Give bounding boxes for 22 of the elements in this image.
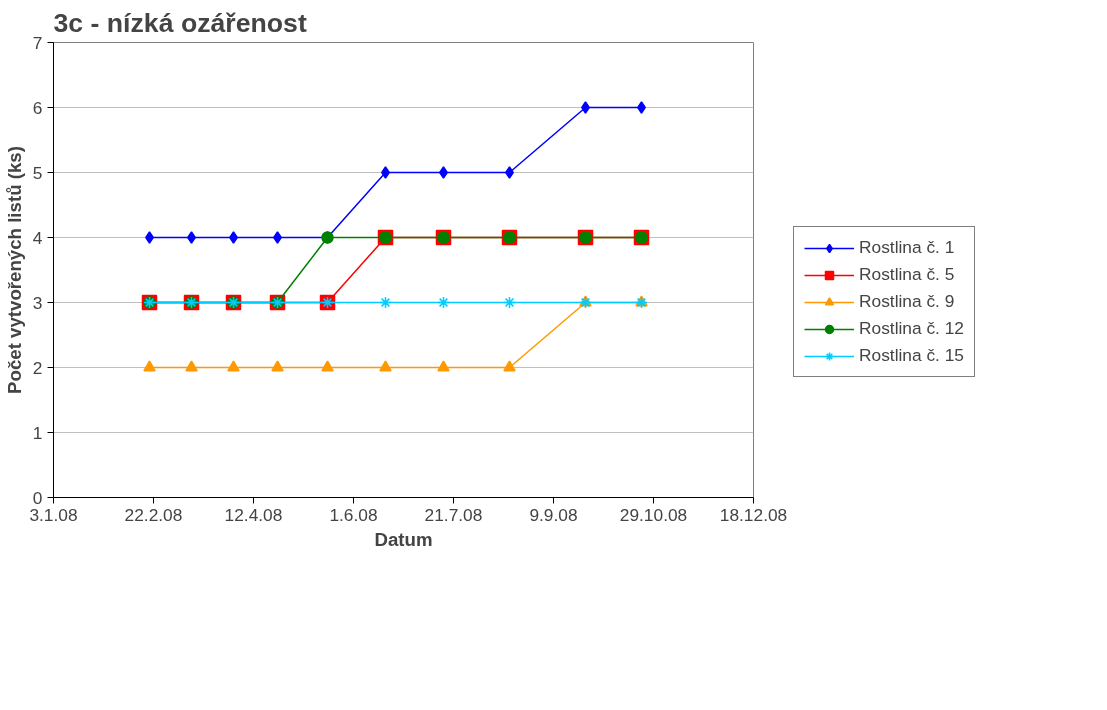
x-tick-label: 22.2.08 (124, 504, 183, 525)
x-tick-label: 21.7.08 (424, 504, 483, 525)
y-tick-label: 2 (32, 357, 43, 378)
chart-title: 3c - nízká ozářenost (53, 7, 307, 38)
x-axis-title: Datum (374, 528, 433, 550)
y-tick-label: 7 (32, 32, 43, 53)
x-tick-label: 18.12.08 (719, 504, 788, 525)
x-tick-label: 9.9.08 (529, 504, 578, 525)
legend-label: Rostlina č. 15 (859, 345, 964, 366)
y-tick-label: 6 (32, 97, 43, 118)
x-tick-label: 1.6.08 (329, 504, 378, 525)
y-tick-label: 5 (32, 162, 43, 183)
y-tick-label: 3 (32, 292, 43, 313)
y-tick-label: 4 (32, 227, 43, 248)
y-tick-label: 1 (32, 422, 43, 443)
legend-label: Rostlina č. 9 (859, 291, 955, 312)
x-tick-label: 12.4.08 (224, 504, 283, 525)
x-tick-label: 29.10.08 (619, 504, 688, 525)
legend-label: Rostlina č. 1 (859, 237, 955, 258)
legend-label: Rostlina č. 12 (859, 318, 964, 339)
y-axis-title: Počet vytvořených listů (ks) (3, 146, 25, 394)
legend-label: Rostlina č. 5 (859, 264, 955, 285)
